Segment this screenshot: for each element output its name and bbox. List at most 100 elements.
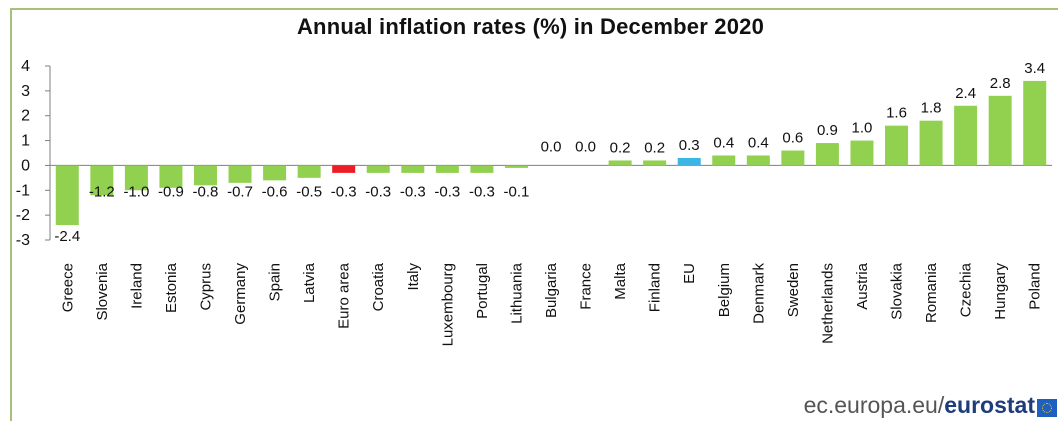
category-label: Sweden: [785, 263, 802, 317]
data-label: 0.4: [713, 134, 734, 151]
bar-portugal: [470, 165, 494, 173]
bar-ireland: [124, 165, 148, 191]
bar-croatia: [366, 165, 390, 173]
bar-eu: [677, 157, 701, 166]
bar-belgium: [712, 155, 736, 166]
category-label: Cyprus: [197, 263, 214, 311]
data-label: -0.5: [296, 183, 322, 200]
category-label: Luxembourg: [439, 263, 456, 346]
bar-romania: [919, 120, 943, 166]
data-labels: -2.4 -1.2 -1.0 -0.9 -0.8 -0.7 -0.6 -0.5 -0.3 -0.3…: [54, 60, 1045, 245]
category-label: Germany: [232, 263, 249, 325]
bar-lithuania: [504, 165, 528, 168]
bar-sweden: [781, 150, 805, 166]
category-label: Belgium: [716, 263, 733, 317]
category-label: Ireland: [128, 263, 145, 309]
bar-poland: [1023, 80, 1047, 166]
bars: [55, 80, 1047, 226]
bar-malta: [608, 160, 632, 166]
bar-hungary: [988, 95, 1012, 166]
bar-denmark: [746, 155, 770, 166]
bar-austria: [850, 140, 874, 166]
category-label: Italy: [405, 263, 422, 291]
category-label: Poland: [1027, 263, 1044, 310]
category-label: Latvia: [301, 262, 318, 303]
category-label: Romania: [923, 262, 940, 323]
bar-netherlands: [815, 143, 839, 166]
data-label: 0.9: [817, 122, 838, 139]
category-label: France: [578, 263, 595, 310]
data-label: -1.0: [123, 183, 149, 200]
bar-estonia: [159, 165, 183, 188]
category-label: Euro area: [336, 262, 353, 329]
data-label: 1.6: [886, 105, 907, 122]
category-label: Bulgaria: [543, 262, 560, 318]
data-label: 1.8: [921, 100, 942, 117]
category-label: Malta: [612, 262, 629, 299]
data-label: -0.9: [158, 183, 184, 200]
y-axis: 4 3 2 1 0 -1 -2 -3: [16, 58, 1052, 249]
data-label: 0.6: [782, 130, 803, 147]
category-labels: Greece Slovenia Ireland Estonia Cyprus German…: [59, 262, 1043, 346]
data-label: -0.7: [227, 183, 253, 200]
source-credit: ec.europa.eu/eurostat: [804, 392, 1035, 419]
data-label: -0.3: [331, 183, 357, 200]
data-label: -0.8: [193, 183, 219, 200]
data-label: -0.6: [262, 183, 288, 200]
y-tick-label: 0: [21, 157, 30, 174]
category-label: Hungary: [992, 263, 1009, 320]
bar-latvia: [297, 165, 321, 178]
category-label: Austria: [854, 262, 871, 309]
data-label: -0.3: [434, 183, 460, 200]
bar-luxembourg: [435, 165, 459, 173]
data-label: -1.2: [89, 183, 115, 200]
category-label: Estonia: [163, 262, 180, 313]
bar-greece: [55, 165, 79, 226]
category-label: Finland: [647, 263, 664, 312]
bar-finland: [643, 160, 667, 166]
bar-italy: [401, 165, 425, 173]
source-brand: eurostat: [944, 392, 1035, 418]
data-label: 0.0: [575, 138, 596, 155]
y-tick-label: -3: [16, 232, 30, 249]
data-label: 3.4: [1024, 60, 1045, 77]
bar-euro-area: [332, 165, 356, 173]
data-label: 1.0: [852, 120, 873, 137]
data-label: 0.4: [748, 134, 769, 151]
category-label: EU: [681, 263, 698, 284]
y-tick-label: 1: [21, 133, 30, 150]
data-label: 0.2: [610, 139, 631, 156]
category-label: Denmark: [750, 263, 767, 324]
y-tick-label: -1: [16, 182, 30, 199]
category-label: Slovenia: [94, 262, 111, 320]
bar-slovenia: [90, 165, 114, 196]
category-label: Croatia: [370, 262, 387, 311]
data-label: -0.3: [469, 183, 495, 200]
data-label: -2.4: [54, 228, 80, 245]
y-tick-label: -2: [16, 207, 30, 224]
bar-czechia: [954, 105, 978, 166]
data-label: -0.1: [504, 183, 530, 200]
bar-cyprus: [193, 165, 217, 186]
source-domain: ec.europa.eu/: [803, 392, 945, 418]
category-label: Slovakia: [889, 262, 906, 319]
data-label: 2.8: [990, 75, 1011, 92]
category-label: Greece: [59, 263, 76, 312]
y-tick-label: 4: [21, 58, 30, 75]
category-label: Czechia: [958, 262, 975, 317]
chart-frame: [10, 8, 1058, 421]
category-label: Lithuania: [508, 262, 525, 324]
data-label: 0.0: [541, 138, 562, 155]
category-label: Portugal: [474, 263, 491, 319]
category-label: Spain: [267, 263, 284, 301]
data-label: -0.3: [400, 183, 426, 200]
data-label: -0.3: [365, 183, 391, 200]
y-tick-label: 2: [21, 108, 30, 125]
y-tick-label: 3: [21, 83, 30, 100]
data-label: 2.4: [955, 85, 976, 102]
bar-slovakia: [885, 125, 909, 166]
bar-spain: [263, 165, 287, 181]
bar-germany: [228, 165, 252, 183]
data-label: 0.2: [644, 139, 665, 156]
data-label: 0.3: [679, 137, 700, 154]
